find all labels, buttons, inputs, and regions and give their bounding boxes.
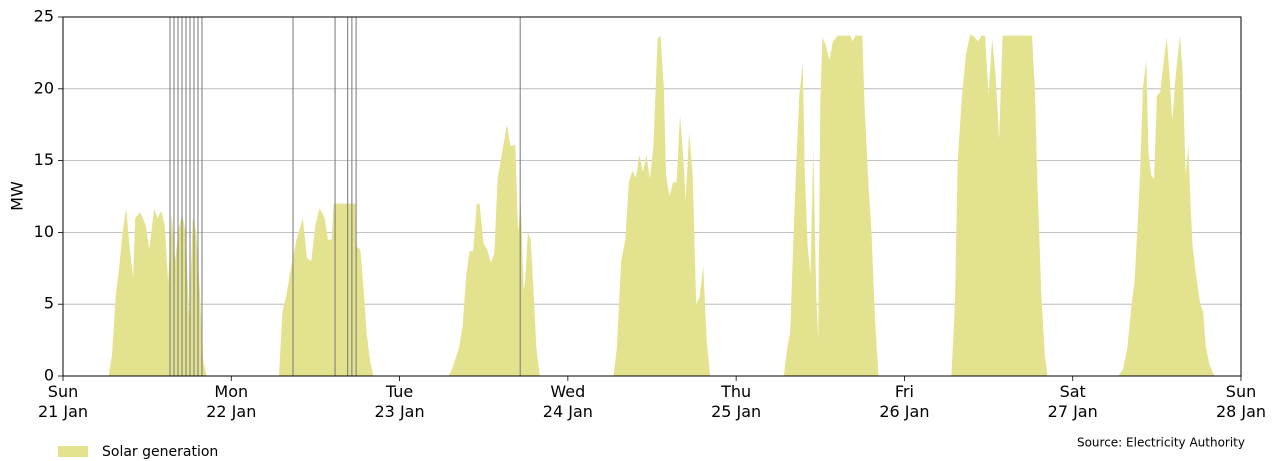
x-tick-label: Wed 24 Jan — [542, 382, 593, 421]
y-tick-label: 10 — [34, 222, 54, 241]
legend-label: Solar generation — [102, 444, 218, 460]
x-tick-label: Sun 21 Jan — [37, 382, 89, 421]
plot-frame — [62, 16, 1242, 377]
source-note: Source: Electricity Authority — [1077, 436, 1245, 450]
x-tick-label: Tue 23 Jan — [374, 382, 425, 421]
x-tick-label: Sun 28 Jan — [1215, 382, 1267, 421]
x-tick-label: Fri 26 Jan — [879, 382, 930, 421]
y-tick-label: 5 — [44, 294, 54, 313]
area — [63, 34, 1241, 377]
x-tick-label: Sat 27 Jan — [1047, 382, 1098, 421]
y-tick-label: 0 — [44, 366, 54, 385]
y-axis-label: MW — [8, 181, 27, 211]
legend-swatch — [58, 446, 88, 457]
y-tick-label: 15 — [34, 150, 54, 169]
y-tick-label: 20 — [34, 78, 54, 97]
y-tick-label: 25 — [34, 7, 54, 26]
x-tick-label: Thu 25 Jan — [711, 382, 762, 421]
x-tick-label: Mon 22 Jan — [206, 382, 257, 421]
